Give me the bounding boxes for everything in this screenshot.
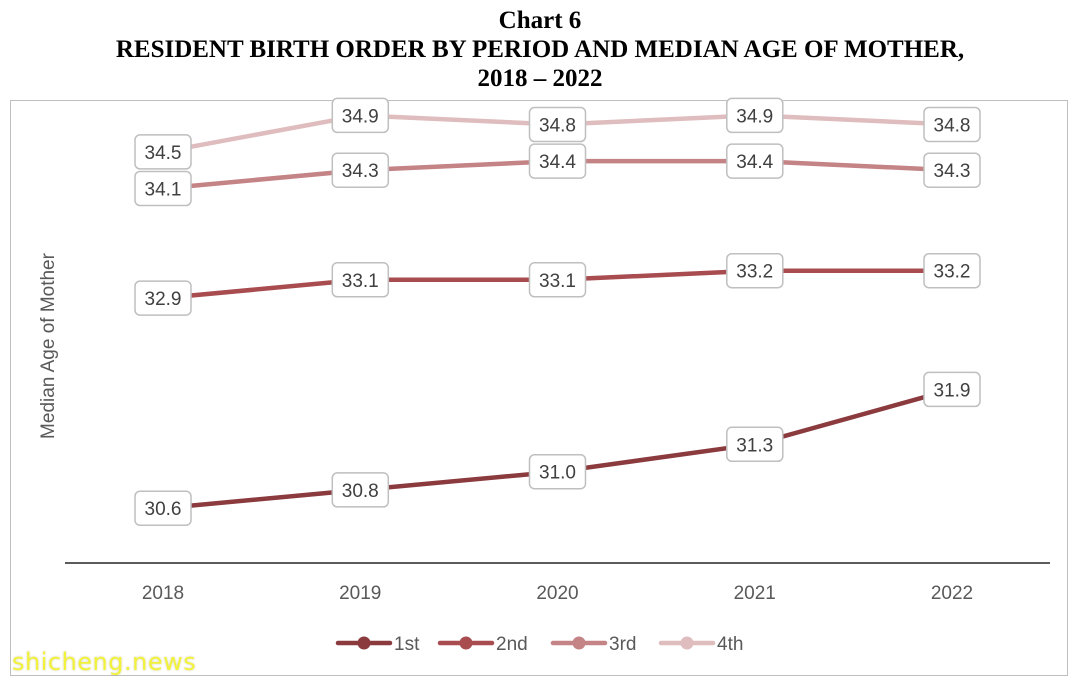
- data-label-value: 33.2: [736, 262, 773, 283]
- data-labels: 30.6 30.8 31.0 31.3 31.9 32.9 33.1 33.1 33.2 33.2…: [134, 97, 981, 526]
- data-label-value: 34.9: [736, 106, 773, 127]
- legend-label: 1st: [394, 634, 420, 655]
- x-tick-label: 2019: [339, 583, 381, 604]
- data-label: 34.8: [528, 106, 587, 143]
- legend-item-4th: 4th: [658, 634, 743, 655]
- data-label-value: 34.4: [736, 152, 773, 173]
- chart-title: Chart 6 RESIDENT BIRTH ORDER BY PERIOD A…: [0, 6, 1080, 93]
- data-label: 34.9: [331, 97, 390, 134]
- x-tick-label: 2021: [734, 583, 776, 604]
- chart-title-line-3: 2018 – 2022: [477, 65, 603, 92]
- data-label-box: [726, 97, 784, 134]
- data-label: 34.3: [331, 152, 390, 188]
- data-label: 30.6: [134, 490, 192, 526]
- legend: 1st 2nd 3rd 4th: [335, 634, 743, 655]
- data-label-box: [923, 371, 981, 408]
- data-label-box: [134, 490, 192, 526]
- data-label: 34.1: [134, 170, 192, 207]
- legend-label: 3rd: [609, 634, 636, 655]
- data-label: 31.3: [726, 426, 784, 463]
- data-label-value: 34.9: [342, 106, 379, 127]
- legend-swatch-marker: [459, 636, 473, 650]
- legend-label: 4th: [717, 634, 743, 655]
- data-label-value: 34.5: [145, 143, 182, 164]
- data-label-box: [134, 280, 192, 316]
- data-label: 32.9: [134, 280, 192, 316]
- data-label-box: [923, 106, 981, 143]
- x-tick-label: 2020: [536, 583, 578, 604]
- legend-item-1st: 1st: [335, 634, 420, 655]
- legend-swatch-marker: [680, 636, 694, 650]
- legend-item-2nd: 2nd: [437, 634, 528, 655]
- data-label-value: 32.9: [145, 289, 182, 310]
- data-label: 31.9: [923, 371, 981, 408]
- legend-swatch-marker: [357, 636, 371, 650]
- legend-item-3rd: 3rd: [550, 634, 636, 655]
- data-label-box: [134, 170, 192, 207]
- data-label: 34.4: [528, 143, 587, 179]
- data-label: 33.1: [528, 262, 587, 298]
- data-label-box: [528, 453, 587, 490]
- data-label: 30.8: [331, 472, 390, 508]
- data-label-box: [923, 152, 981, 188]
- data-label-value: 33.1: [342, 271, 379, 292]
- data-label: 31.0: [528, 453, 587, 490]
- data-label-value: 33.2: [934, 262, 971, 283]
- data-label-box: [331, 262, 390, 298]
- data-label-value: 30.8: [342, 481, 379, 502]
- data-label-box: [726, 252, 784, 289]
- data-label-box: [528, 143, 587, 179]
- chart-frame: [10, 100, 1068, 676]
- data-label: 34.8: [923, 106, 981, 143]
- legend-swatch-marker: [572, 636, 586, 650]
- data-label: 34.5: [134, 134, 192, 170]
- data-label-value: 34.8: [934, 116, 971, 137]
- y-axis-label: Median Age of Mother: [38, 252, 59, 439]
- chart-title-line-2: RESIDENT BIRTH ORDER BY PERIOD AND MEDIA…: [115, 36, 965, 63]
- watermark: shicheng.news: [12, 648, 197, 676]
- data-label: 33.2: [923, 252, 981, 289]
- x-tick-label: 2018: [142, 583, 184, 604]
- chart-title-line-1: Chart 6: [498, 7, 582, 34]
- data-label-box: [134, 134, 192, 170]
- data-label-value: 31.9: [934, 380, 971, 401]
- data-label-value: 34.1: [145, 180, 182, 201]
- data-label-box: [726, 426, 784, 463]
- data-label-box: [923, 252, 981, 289]
- data-label-value: 34.3: [934, 161, 971, 182]
- data-label-value: 31.3: [736, 435, 773, 456]
- data-label-value: 33.1: [539, 271, 576, 292]
- data-label-box: [331, 472, 390, 508]
- data-label-value: 34.8: [539, 116, 576, 137]
- data-label-box: [726, 143, 784, 179]
- data-label: 34.4: [726, 143, 784, 179]
- data-label-value: 34.3: [342, 161, 379, 182]
- data-label: 33.2: [726, 252, 784, 289]
- axis-layer: 2018 2019 2020 2021 2022 Median Age of Mother: [38, 252, 1050, 604]
- series-line-1st: [160, 387, 955, 511]
- data-label: 33.1: [331, 262, 390, 298]
- legend-label: 2nd: [496, 634, 528, 655]
- data-label: 34.9: [726, 97, 784, 134]
- data-label-box: [528, 262, 587, 298]
- data-label-value: 34.4: [539, 152, 576, 173]
- data-label-box: [528, 106, 587, 143]
- data-label: 34.3: [923, 152, 981, 188]
- data-label-box: [331, 97, 390, 134]
- data-label-value: 31.0: [539, 463, 576, 484]
- x-tick-label: 2022: [931, 583, 973, 604]
- data-label-box: [331, 152, 390, 188]
- data-label-value: 30.6: [145, 499, 182, 520]
